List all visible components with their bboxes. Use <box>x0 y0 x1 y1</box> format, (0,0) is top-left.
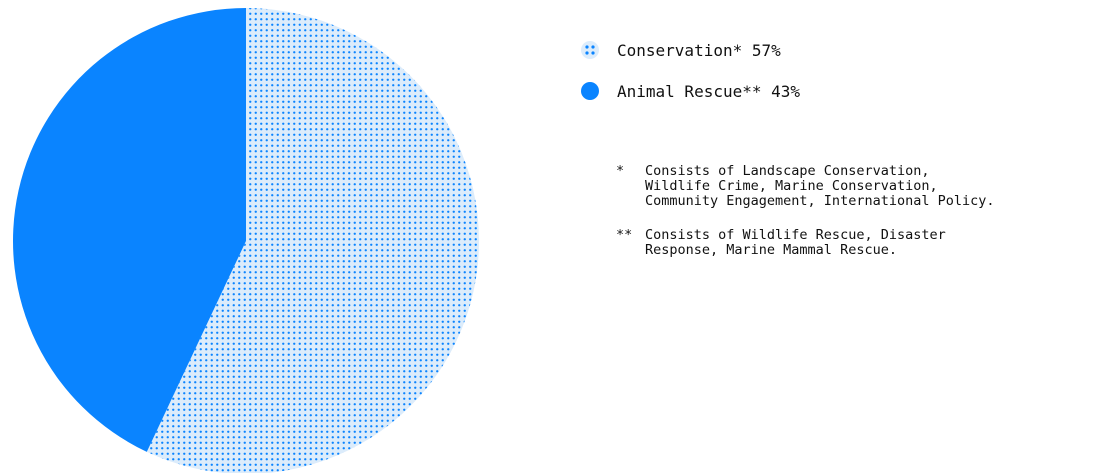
pie-chart <box>12 8 479 473</box>
legend-item-animal-rescue: Animal Rescue** 43% <box>581 78 800 104</box>
footnote-animal-rescue: ** Consists of Wildlife Rescue, Disaster… <box>616 228 995 258</box>
footnote-text: Consists of Landscape Conservation, Wild… <box>645 163 995 209</box>
solid-swatch-icon <box>581 82 599 100</box>
legend-value: 57% <box>751 40 781 60</box>
footnote-mark: ** <box>616 227 633 243</box>
legend-value: 43% <box>771 81 801 101</box>
pie-slices <box>12 8 479 473</box>
legend: Conservation* 57% Animal Rescue** 43% <box>581 37 800 119</box>
legend-item-conservation: Conservation* 57% <box>581 37 800 63</box>
pie-slice-conservation <box>146 8 479 473</box>
footnote-text: Consists of Wildlife Rescue, Disaster Re… <box>645 227 946 258</box>
legend-label: Conservation* <box>617 40 743 60</box>
legend-label: Animal Rescue** <box>617 81 762 101</box>
dotted-swatch-icon <box>581 41 599 59</box>
footnote-mark: * <box>616 163 625 179</box>
pie-slice-animal-rescue <box>12 8 246 452</box>
footnote-conservation: * Consists of Landscape Conservation, Wi… <box>616 164 995 209</box>
footnotes: * Consists of Landscape Conservation, Wi… <box>616 164 995 277</box>
